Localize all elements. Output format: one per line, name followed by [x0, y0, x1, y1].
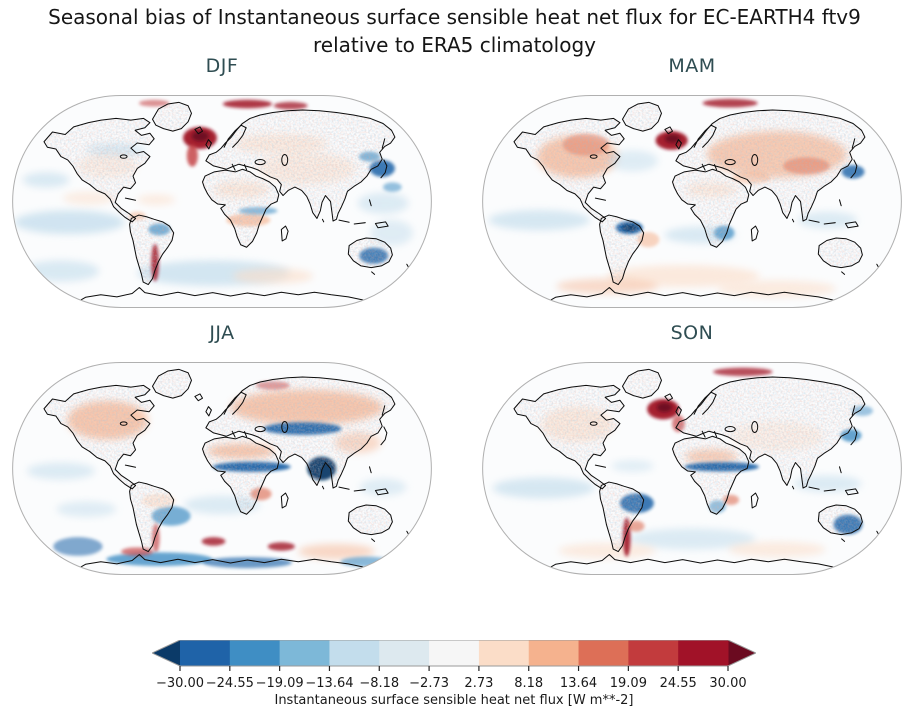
colorbar-tick-label: −13.64	[305, 676, 354, 691]
colorbar-bar	[150, 639, 758, 675]
colorbar-tick-label: 13.64	[559, 676, 598, 691]
panel-title-jja: JJA	[209, 322, 235, 344]
panel-title-djf: DJF	[205, 55, 239, 77]
map-mam	[472, 93, 909, 310]
colorbar-tick-label: −8.18	[359, 676, 400, 691]
colorbar-svg	[150, 639, 758, 671]
figure-title-line1: Seasonal bias of Instantaneous surface s…	[48, 5, 861, 29]
map-mam-svg	[482, 95, 902, 308]
colorbar: −30.00 −24.55 −19.09 −13.64 −8.18 −2.73 2.73 8.…	[150, 639, 758, 706]
map-jja	[2, 360, 442, 577]
map-djf-svg	[12, 95, 432, 308]
colorbar-tick-label: 19.09	[609, 676, 647, 691]
panel-jja: JJA	[2, 322, 442, 577]
panel-djf: DJF	[2, 55, 442, 310]
panel-mam: MAM	[472, 55, 909, 310]
panel-title-son: SON	[670, 322, 714, 344]
colorbar-tick-label: 2.73	[464, 676, 494, 691]
panel-title-mam: MAM	[668, 55, 716, 77]
colorbar-tick-label: 8.18	[514, 676, 544, 691]
map-jja-svg	[12, 362, 432, 575]
panel-son: SON	[472, 322, 909, 577]
map-djf	[2, 93, 442, 310]
colorbar-tick-label: −24.55	[205, 676, 254, 691]
colorbar-tick-label: −30.00	[155, 676, 205, 691]
colorbar-tick-label: −2.73	[409, 676, 449, 691]
figure-title: Seasonal bias of Instantaneous surface s…	[0, 3, 909, 60]
colorbar-label: Instantaneous surface sensible heat net …	[274, 693, 634, 706]
colorbar-tick-labels: −30.00 −24.55 −19.09 −13.64 −8.18 −2.73 2.73 8.…	[152, 675, 756, 692]
colorbar-tick-label: −19.09	[255, 676, 304, 691]
map-son	[472, 360, 909, 577]
colorbar-tick-label: 30.00	[709, 676, 747, 691]
map-son-svg	[482, 362, 902, 575]
colorbar-tick-label: 24.55	[659, 676, 697, 691]
figure-title-line2: relative to ERA5 climatology	[313, 33, 596, 58]
